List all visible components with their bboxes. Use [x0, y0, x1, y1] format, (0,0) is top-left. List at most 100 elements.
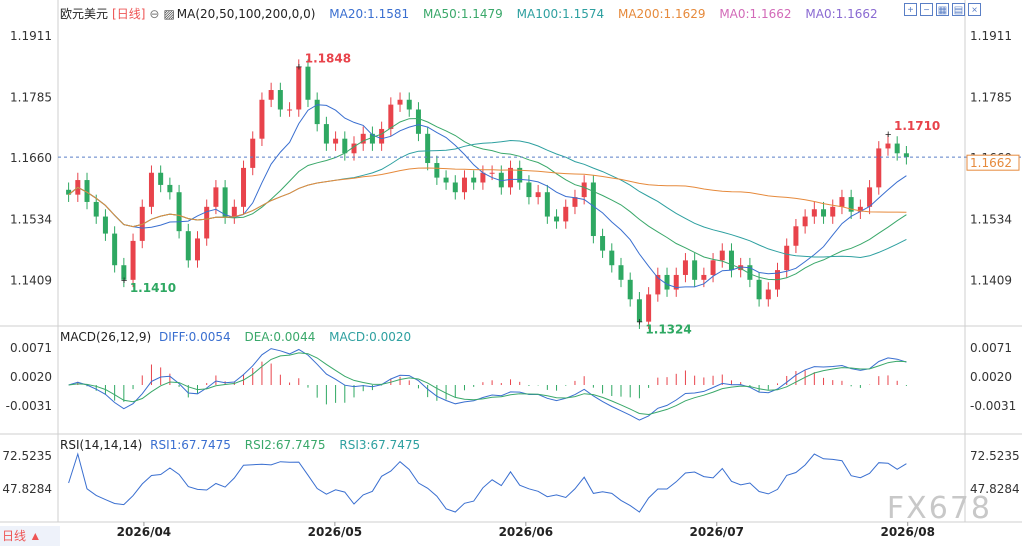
zoom-in-icon[interactable]: +	[904, 3, 917, 16]
candle-down	[728, 250, 734, 271]
candle-down	[894, 143, 900, 154]
macd-tick-right: 0.0071	[970, 341, 1012, 355]
price-tick-right: 1.1911	[970, 29, 1012, 43]
symbol-label: 欧元美元	[60, 7, 109, 21]
candle-up	[204, 206, 210, 239]
candle-down	[66, 189, 72, 195]
candle-down	[471, 177, 477, 183]
rsi3-label: RSI3:67.7475	[339, 438, 421, 452]
candle-up	[508, 167, 514, 188]
candle-down	[415, 109, 421, 134]
extreme-marker: +	[636, 317, 642, 329]
candle-down	[185, 231, 191, 261]
candle-down	[452, 182, 458, 193]
candle-down	[609, 250, 615, 266]
candle-down	[342, 138, 348, 154]
candle-down	[314, 99, 320, 125]
candle-down	[112, 233, 118, 266]
x-axis-label: 2026/05	[308, 525, 362, 539]
candle-down	[554, 216, 560, 222]
x-axis-label: 2026/08	[880, 525, 934, 539]
rsi-legend: RSI(14,14,14) RSI1:67.7475 RSI2:67.7475 …	[60, 438, 430, 452]
macd-diff-line	[68, 348, 907, 421]
candle-down	[526, 182, 532, 198]
candle-down	[121, 265, 127, 280]
x-axis-label: 2026/04	[117, 525, 171, 539]
macd-dea-line	[68, 352, 907, 416]
macd-tick-left: -0.0031	[6, 399, 52, 413]
period-button[interactable]: 日线 ▲	[0, 526, 60, 546]
layout-icon[interactable]: ▦	[936, 3, 949, 16]
candle-up	[194, 238, 200, 261]
candle-up	[793, 226, 799, 246]
candle-down	[369, 133, 375, 144]
candle-down	[600, 236, 606, 251]
ma200-label: MA200:1.1629	[617, 7, 706, 21]
candle-up	[213, 187, 219, 207]
candle-up	[811, 209, 817, 217]
macd-title: MACD(26,12,9)	[60, 330, 152, 344]
extreme-marker: +	[885, 129, 891, 141]
candle-up	[296, 66, 302, 110]
ma20-label: MA20:1.1581	[329, 7, 410, 21]
candle-up	[765, 289, 771, 300]
extreme-marker: +	[296, 62, 302, 74]
candle-down	[102, 216, 108, 234]
price-tick-left: 1.1534	[10, 212, 52, 226]
candle-down	[848, 197, 854, 212]
candle-up	[351, 143, 357, 154]
candle-up	[333, 138, 339, 144]
price-tick-right: 1.1409	[970, 273, 1012, 287]
candle-up	[857, 206, 863, 212]
candle-up	[682, 260, 688, 275]
candle-down	[167, 184, 173, 193]
ma100-line	[68, 139, 907, 259]
zoom-out-icon[interactable]: −	[920, 3, 933, 16]
candle-up	[241, 167, 247, 207]
candle-down	[664, 274, 670, 290]
candle-up	[397, 99, 403, 105]
watermark-logo: FX678	[886, 491, 992, 526]
candle-up	[885, 143, 891, 149]
last-price-label: 1.1662	[970, 156, 1012, 170]
price-tick-right: 1.1534	[970, 212, 1012, 226]
candle-up	[867, 187, 873, 207]
collapse-icon[interactable]: ⊖	[149, 7, 160, 21]
candle-down	[305, 66, 311, 100]
candle-down	[434, 163, 440, 178]
candle-down	[84, 180, 90, 202]
candle-up	[719, 250, 725, 261]
price-tick-left: 1.1785	[10, 90, 52, 104]
candle-up	[701, 274, 707, 280]
candle-down	[277, 90, 283, 110]
candle-up	[388, 104, 394, 129]
candle-up	[839, 197, 845, 207]
candle-up	[655, 274, 661, 295]
close-icon[interactable]: ×	[968, 3, 981, 16]
candle-up	[259, 99, 265, 139]
panel-icon[interactable]: ▤	[952, 3, 965, 16]
candle-up	[738, 265, 744, 271]
candle-down	[222, 187, 228, 217]
candle-down	[618, 265, 624, 280]
candle-down	[443, 177, 449, 183]
candle-down	[544, 192, 550, 217]
candle-up	[250, 138, 256, 168]
macd-tick-right: 0.0020	[970, 370, 1012, 384]
rsi-tick-right: 72.5235	[970, 449, 1020, 463]
last-price-box	[966, 154, 1020, 171]
ma100-label: MA100:1.1574	[516, 7, 605, 21]
candle-up	[563, 206, 569, 222]
candle-up	[784, 245, 790, 271]
candle-up	[360, 133, 366, 144]
price-tick-left: 1.1660	[10, 151, 52, 165]
candle-up	[535, 192, 541, 198]
extreme-marker: +	[121, 275, 127, 287]
x-axis-label: 2026/06	[499, 525, 553, 539]
ma50-label: MA50:1.1479	[422, 7, 503, 21]
period-tag[interactable]: [日线]	[112, 7, 146, 21]
candle-up	[830, 206, 836, 217]
macd-value-label: MACD:0.0020	[329, 330, 412, 344]
ma20-line	[68, 104, 907, 289]
